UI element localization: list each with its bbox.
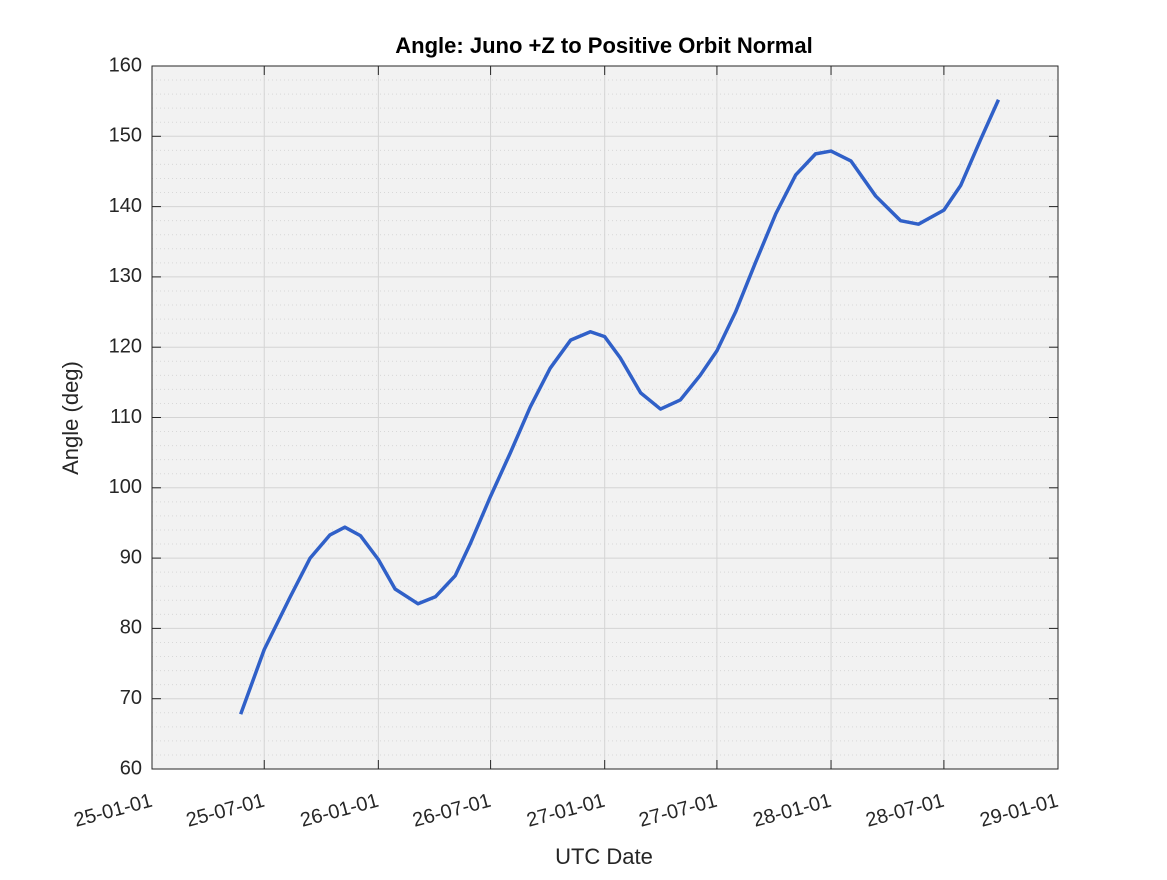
x-tick-label: 26-07-01 <box>410 790 493 832</box>
x-tick-label: 27-07-01 <box>637 790 720 832</box>
y-tick-label: 160 <box>109 54 142 76</box>
y-tick-label: 150 <box>109 125 142 147</box>
y-tick-label: 140 <box>109 195 142 217</box>
data-line <box>239 99 1001 715</box>
y-tick-label: 80 <box>120 617 142 639</box>
x-tick-label: 25-07-01 <box>184 790 267 832</box>
x-tick-label: 29-01-01 <box>978 790 1061 832</box>
y-tick-label: 120 <box>109 335 142 357</box>
chart-title: Angle: Juno +Z to Positive Orbit Normal <box>395 33 812 58</box>
x-tick-label: 28-07-01 <box>864 790 947 832</box>
x-tick-label: 28-01-01 <box>751 790 834 832</box>
axes-box <box>151 65 1059 770</box>
y-tick-label: 110 <box>110 406 142 428</box>
y-axis-label: Angle (deg) <box>58 361 83 475</box>
x-axis-label: UTC Date <box>555 844 653 869</box>
y-tick-label: 60 <box>120 757 142 779</box>
y-tick-label: 100 <box>109 476 142 498</box>
y-tick-label: 70 <box>120 687 142 709</box>
x-tick-label: 27-01-01 <box>524 790 607 832</box>
y-tick-label: 130 <box>109 265 142 287</box>
x-tick-label: 26-01-01 <box>298 790 381 832</box>
y-tick-label: 90 <box>120 546 142 568</box>
x-tick-label: 25-01-01 <box>72 790 155 832</box>
